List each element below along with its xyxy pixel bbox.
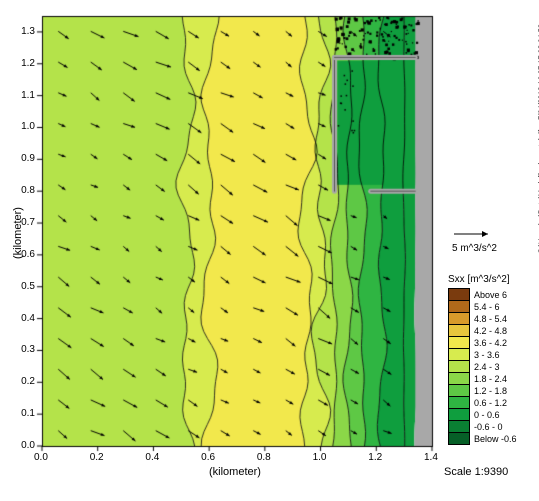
y-tick: 1.0 xyxy=(21,121,35,132)
y-tick: 0.9 xyxy=(21,153,35,164)
y-tick: 0.4 xyxy=(21,313,35,324)
y-tick: 0.6 xyxy=(21,249,35,260)
map-scale-text: Scale 1:9390 xyxy=(444,466,508,478)
y-tick: 0.2 xyxy=(21,376,35,387)
y-tick: 0.7 xyxy=(21,217,35,228)
x-tick: 1.2 xyxy=(368,452,382,463)
legend-row: Below -0.6 xyxy=(448,432,517,445)
y-tick: 0.1 xyxy=(21,408,35,419)
legend-label: 2.4 - 3 xyxy=(474,362,500,372)
x-tick: 0.2 xyxy=(90,452,104,463)
y-tick: 0.5 xyxy=(21,281,35,292)
legend-label: 1.2 - 1.8 xyxy=(474,386,507,396)
legend-label: Below -0.6 xyxy=(474,434,517,444)
legend-label: 4.2 - 4.8 xyxy=(474,326,507,336)
legend-label: 1.8 - 2.4 xyxy=(474,374,507,384)
legend-label: -0.6 - 0 xyxy=(474,422,503,432)
legend-label: 3 - 3.6 xyxy=(474,350,500,360)
vector-scale-label: 5 m^3/s^2 xyxy=(452,243,497,254)
legend-title: Sxx [m^3/s^2] xyxy=(448,274,510,285)
vector-scale-key: 5 m^3/s^2 xyxy=(452,227,497,254)
y-tick: 0.3 xyxy=(21,344,35,355)
y-tick: 1.3 xyxy=(21,26,35,37)
x-tick: 0.0 xyxy=(34,452,48,463)
legend-label: 0.6 - 1.2 xyxy=(474,398,507,408)
legend-label: 0 - 0.6 xyxy=(474,410,500,420)
x-axis-label: (kilometer) xyxy=(209,466,261,478)
y-tick: 1.1 xyxy=(21,90,35,101)
legend-label: 4.8 - 5.4 xyxy=(474,314,507,324)
y-tick: 0.8 xyxy=(21,185,35,196)
x-tick: 1.4 xyxy=(424,452,438,463)
y-tick: 1.2 xyxy=(21,58,35,69)
y-tick: 0.0 xyxy=(21,440,35,451)
x-tick: 0.4 xyxy=(145,452,159,463)
legend-label: 5.4 - 6 xyxy=(474,302,500,312)
x-tick: 0.8 xyxy=(257,452,271,463)
chart-root: (kilometer) (kilometer) C:\Users\m\Data\… xyxy=(0,0,539,501)
legend-swatch xyxy=(448,432,470,445)
x-tick: 1.0 xyxy=(313,452,327,463)
legend-label: Above 6 xyxy=(474,290,507,300)
x-tick: 0.6 xyxy=(201,452,215,463)
legend-label: 3.6 - 4.2 xyxy=(474,338,507,348)
